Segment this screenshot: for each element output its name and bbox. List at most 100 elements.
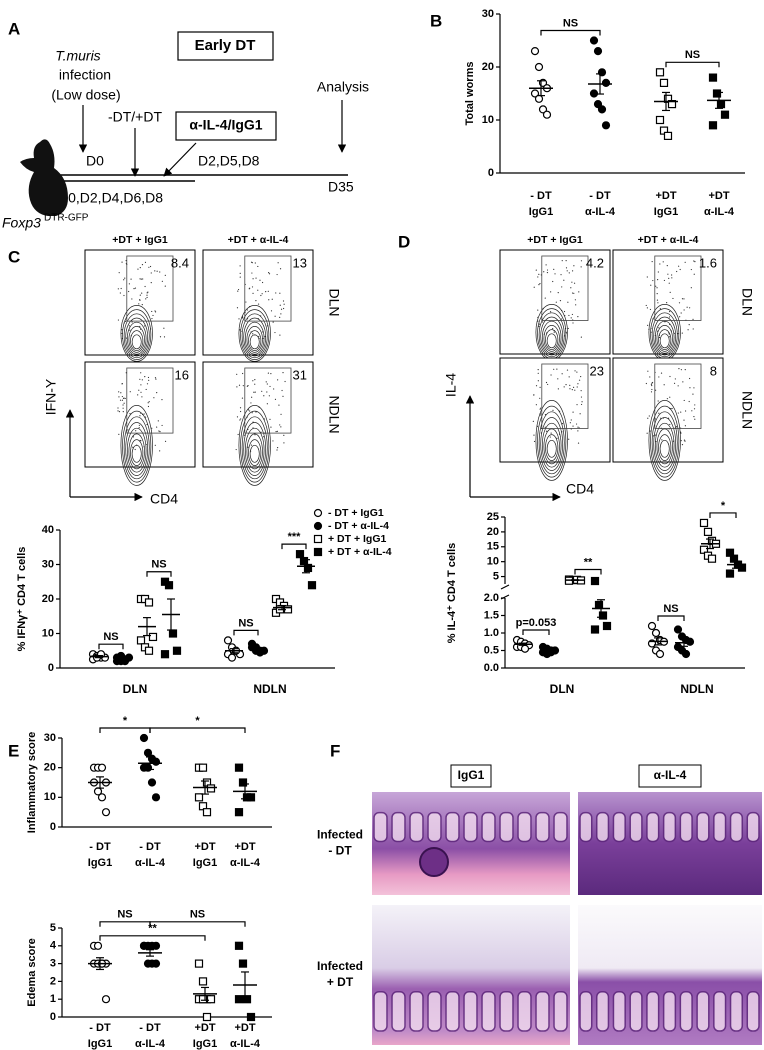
data-point — [598, 611, 608, 620]
flow-event — [124, 277, 126, 279]
flow-event — [694, 404, 696, 406]
flow-event — [683, 309, 685, 311]
flow-x-axis-label: CD4 — [150, 491, 178, 507]
data-point — [97, 763, 107, 772]
crypt — [696, 811, 710, 843]
flow-event — [684, 440, 686, 442]
flow-event — [118, 411, 121, 413]
flow-event — [242, 385, 244, 387]
flow-event — [151, 310, 153, 313]
strain: DTR-GFP — [44, 213, 89, 224]
flow-event — [676, 270, 678, 273]
mouse-icon — [20, 139, 68, 216]
crypt — [713, 811, 727, 843]
flow-event — [283, 442, 285, 444]
histology-column-header: α-IL-4 — [654, 768, 687, 782]
flow-event — [568, 314, 570, 317]
flow-event — [236, 386, 238, 388]
data-point — [238, 959, 248, 968]
flow-event — [693, 260, 695, 262]
flow-event — [272, 321, 274, 323]
data-point — [206, 995, 216, 1004]
flow-event — [557, 292, 559, 294]
flow-event — [692, 318, 694, 320]
crypt — [662, 991, 677, 1032]
crypt — [579, 991, 593, 1032]
flow-row-label: DLN — [739, 288, 755, 316]
data-point — [242, 995, 252, 1004]
significance-label: NS — [151, 559, 166, 571]
flow-event — [239, 410, 242, 413]
flow-event — [141, 292, 143, 294]
flow-event — [251, 396, 253, 398]
flow-event — [242, 316, 244, 319]
flow-event — [680, 411, 682, 413]
crypt — [391, 811, 406, 843]
data-point — [659, 78, 669, 88]
flow-contour — [238, 405, 271, 486]
schematic-title: Early DT — [195, 37, 256, 54]
data-point — [223, 636, 233, 645]
flow-event — [550, 291, 552, 293]
flow-event — [142, 278, 144, 280]
schematic-box — [177, 31, 274, 61]
data-point — [198, 763, 208, 772]
flow-event — [580, 336, 582, 338]
flow-event — [270, 373, 272, 375]
data-point — [246, 793, 256, 802]
flow-event — [122, 404, 124, 406]
schematic-text: D2,D5,D8 — [198, 153, 260, 169]
flow-event — [678, 302, 681, 304]
flow-event — [283, 434, 285, 436]
significance-label: *** — [288, 531, 302, 543]
data-point — [147, 778, 157, 787]
flow-event — [654, 434, 656, 436]
data-point — [148, 632, 158, 642]
flow-event — [565, 267, 568, 269]
flow-event — [280, 413, 282, 415]
flow-event — [580, 375, 582, 378]
flow-event — [688, 324, 690, 326]
x-tick-label: α-IL-4 — [585, 206, 616, 218]
data-point — [198, 977, 208, 986]
panel-label: E — [8, 741, 19, 760]
flow-event — [159, 271, 161, 273]
flow-event — [668, 310, 671, 313]
data-point — [144, 646, 154, 655]
flow-event — [570, 419, 572, 421]
crypt — [713, 991, 727, 1032]
flow-event — [123, 294, 125, 297]
flow-event — [544, 297, 546, 299]
crypt — [553, 991, 568, 1032]
flow-event — [259, 279, 261, 281]
flow-event — [164, 274, 166, 276]
flow-event — [680, 369, 682, 371]
flow-event — [157, 420, 159, 422]
crypt — [746, 811, 760, 843]
flow-event — [156, 426, 158, 428]
data-point — [655, 649, 665, 659]
flow-event — [691, 410, 693, 412]
data-point — [143, 748, 153, 757]
flow-contour — [538, 411, 565, 475]
y-tick-label: 10 — [44, 791, 56, 803]
flow-contour — [244, 321, 265, 355]
x-tick-label: IgG1 — [193, 857, 217, 869]
significance-label: * — [123, 715, 128, 727]
y-axis-label: Edema score — [26, 938, 38, 1006]
flow-event — [267, 290, 269, 292]
flow-event — [576, 371, 578, 373]
flow-event — [164, 285, 166, 287]
flow-event — [647, 324, 649, 326]
flow-event — [145, 388, 147, 391]
flow-event — [575, 304, 577, 306]
flow-y-axis-label: IL-4 — [443, 373, 459, 397]
schematic-text: -DT/+DT — [108, 109, 163, 125]
flow-event — [257, 289, 259, 291]
flow-event — [561, 286, 563, 288]
data-point — [590, 576, 600, 586]
flow-event — [569, 388, 571, 390]
flow-event — [239, 272, 241, 274]
flow-event — [542, 321, 544, 323]
flow-event — [265, 291, 267, 293]
